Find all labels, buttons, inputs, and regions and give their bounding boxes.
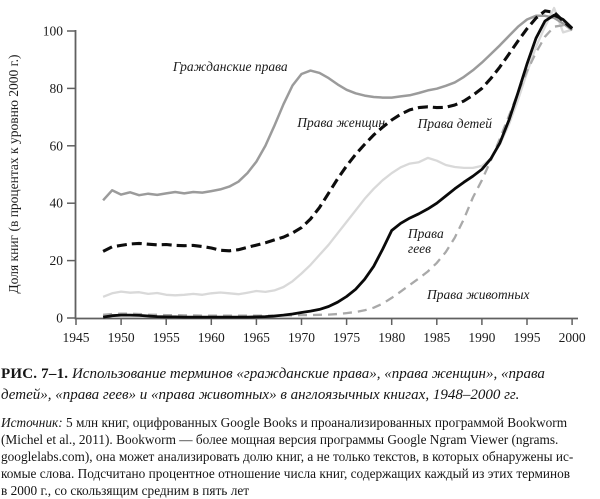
y-tick-label: 100 [43,24,64,39]
x-tick-label: 1950 [108,330,135,345]
x-tick-label: 1975 [333,330,360,345]
source-line-1: 5 млн книг, оцифрованных Google Books и … [65,415,568,430]
label-gay-rights-1: Права [407,226,444,241]
source-line: (Michel et al., 2011). Bookworm — более … [1,432,559,447]
source-line: googlelabs.com), она может анализировать… [1,449,574,464]
label-animal-rights: Права животных [426,287,529,302]
series-gay-rights [102,13,574,319]
label-gay-rights-2: геев [408,241,431,256]
y-axis-title: Доля книг (в процентах к уровню 2000 г.) [6,54,21,293]
x-tick-label: 1995 [514,330,541,345]
series-civil-rights [102,14,573,202]
source-label: Источник: [1,415,63,430]
source-note: Источник: 5 млн книг, оцифрованных Googl… [0,406,600,499]
figure-7-1: 0 20 40 60 80 100 1945 1950 1955 1960 1965 1970 1975… [6,6,586,345]
x-tick-label: 1980 [378,330,405,345]
x-tick-label: 1985 [423,330,450,345]
label-womens-rights: Права женщин [296,115,385,130]
figure-number: РИС. 7–1. [1,366,69,382]
y-tick-label: 0 [56,311,63,326]
figure-caption: РИС. 7–1. Использование терминов «гражда… [0,357,600,406]
source-line: Источник: 5 млн книг, оцифрованных Googl… [1,414,598,431]
x-tick-label: 1960 [198,330,225,345]
source-line: комые слова. Подсчитано процентное отнош… [1,466,571,481]
y-tick-label: 40 [50,196,64,211]
series-childrens-rights [102,6,573,298]
series-womens-rights [102,9,574,253]
x-tick-label: 1965 [243,330,270,345]
x-tick-label: 1970 [288,330,315,345]
label-civil-rights: Гражданские права [172,59,288,74]
x-tick-label: 1955 [153,330,180,345]
x-tick-label: 2000 [559,330,586,345]
axes [74,30,578,320]
x-tick-label: 1990 [468,330,495,345]
source-line: в 2000 г., со скользящим средним в пять … [1,483,250,498]
y-tick-label: 60 [50,138,64,153]
x-tick-label: 1945 [63,330,90,345]
y-tick-label: 20 [50,253,64,268]
label-childrens-rights: Права детей [417,116,493,131]
y-tick-label: 80 [50,81,64,96]
line-chart: 0 20 40 60 80 100 1945 1950 1955 1960 1965 1970 1975… [6,6,586,345]
caption-line-2: детей», «права геев» и «права животных» … [1,387,520,403]
caption-line-1: Использование терминов «гражданские прав… [71,366,545,382]
